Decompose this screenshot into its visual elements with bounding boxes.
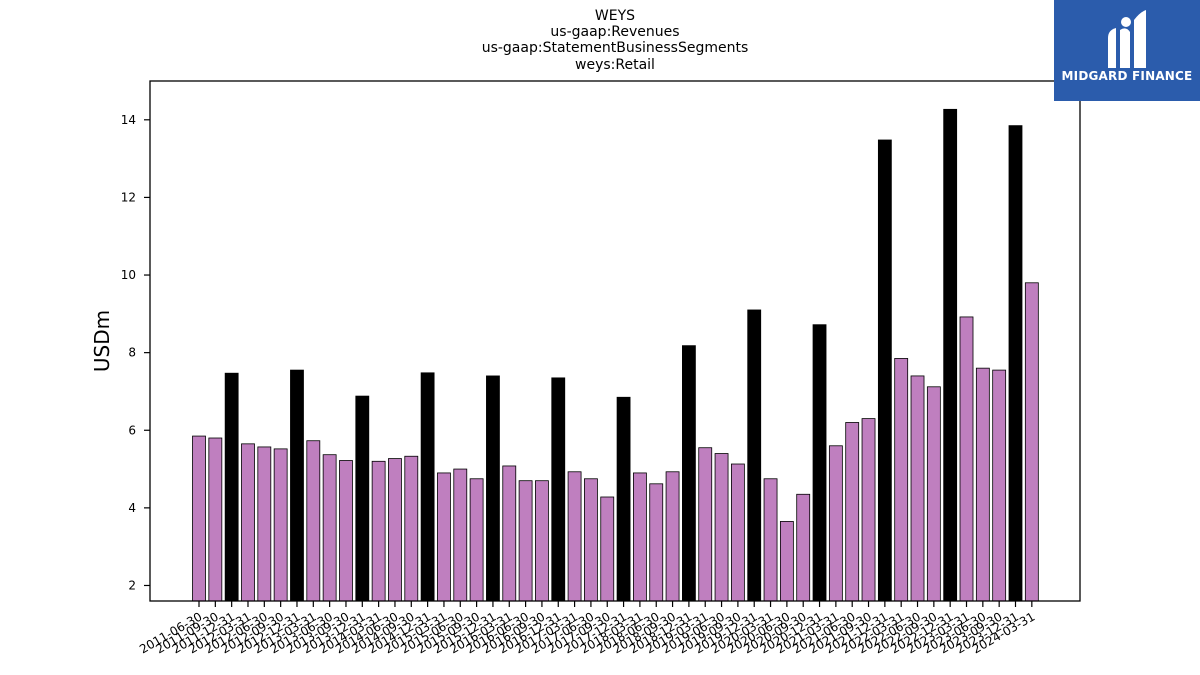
bar-2015-03-31 [437,472,451,602]
bar-2013-12-31 [355,395,370,602]
bar-2021-06-30 [845,422,860,602]
bar-2020-12-31 [812,324,827,602]
bar-2012-06-30 [257,446,272,602]
chart-title-line-1: WEYS [595,8,635,24]
bar-2018-12-31 [682,345,696,602]
y-axis: 2 4 6 8 10 12 14 [121,113,150,592]
bar-2020-06-30 [779,521,794,602]
bar-2016-03-31 [502,465,517,602]
bar-2014-06-30 [388,458,402,602]
bar-2011-06-30 [192,435,206,602]
bar-2018-06-30 [649,483,664,602]
bar-2020-09-30 [796,493,811,602]
y-tick-label: 8 [128,346,136,360]
bar-2023-12-31 [1008,125,1023,602]
brand-logo: MIDGARD FINANCE [1054,0,1200,101]
bar-2016-06-30 [518,480,533,602]
y-tick-label: 12 [121,190,136,204]
bar-2023-09-30 [992,369,1007,602]
y-tick-label: 14 [121,113,136,127]
bar-2022-03-31 [894,358,909,602]
y-tick-label: 2 [128,578,136,592]
bar-2022-06-30 [910,375,925,602]
bar-2017-03-31 [567,471,582,602]
bar-2014-03-31 [371,460,386,602]
bar-2016-09-30 [535,480,549,602]
y-tick-label: 10 [121,268,136,282]
bar-2014-12-31 [420,372,435,602]
bar-2015-09-30 [469,478,484,602]
bar-2012-03-31 [241,443,255,602]
chart-title-line-4: weys:Retail [575,57,655,73]
bars-group [192,108,1039,602]
bar-2014-09-30 [404,455,419,602]
bar-2024-03-31 [1024,282,1039,602]
bar-2013-06-30 [322,454,337,602]
bar-2015-06-30 [453,468,468,602]
bar-2021-09-30 [861,418,876,602]
bar-2019-12-31 [747,309,762,602]
chart-title-line-2: us-gaap:Revenues [550,24,679,40]
y-axis-label: USDm [90,310,114,372]
bar-2013-09-30 [339,460,353,602]
bar-2023-03-31 [959,316,974,602]
bar-2016-12-31 [551,377,566,602]
bar-2019-06-30 [714,453,729,602]
bar-2017-12-31 [616,396,631,602]
bar-2017-06-30 [584,478,598,602]
plot-frame [149,80,1081,602]
bar-2020-03-31 [763,478,778,602]
bar-2021-03-31 [828,445,843,602]
bar-2011-09-30 [208,437,223,602]
bar-2015-12-31 [486,375,500,602]
bar-2012-09-30 [273,448,288,602]
bar-2013-03-31 [306,440,321,602]
bar-2011-12-31 [224,372,239,602]
bar-2018-09-30 [665,471,680,602]
bar-2017-09-30 [600,496,615,602]
logo-text: MIDGARD FINANCE [1061,69,1193,83]
bar-2022-09-30 [926,386,941,602]
chart-title-line-3: us-gaap:StatementBusinessSegments [482,40,749,56]
y-tick-label: 6 [128,423,136,437]
bar-2022-12-31 [943,108,958,602]
bar-2019-03-31 [698,447,713,602]
logo-mark-icon [1108,10,1146,68]
chart-title: WEYS us-gaap:Revenues us-gaap:StatementB… [482,8,749,73]
bar-2012-12-31 [290,369,304,602]
bar-2023-06-30 [975,367,990,602]
bar-2019-09-30 [730,463,745,602]
y-tick-label: 4 [128,501,136,515]
x-axis: 2011-06-302011-09-302011-12-312012-03-31… [137,601,1037,656]
bar-2021-12-31 [877,139,892,602]
bar-2018-03-31 [633,472,647,602]
